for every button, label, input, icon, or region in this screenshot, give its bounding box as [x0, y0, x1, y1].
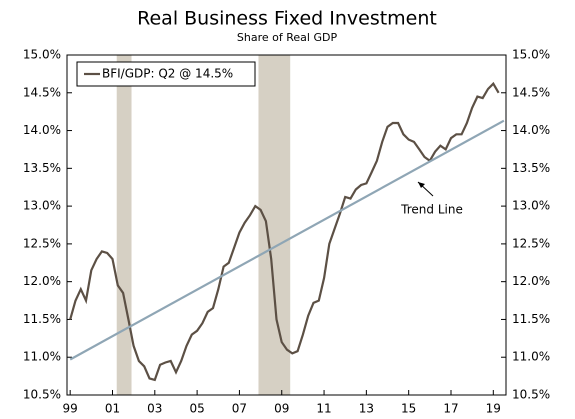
- y-tick-label: 12.5%: [23, 236, 61, 250]
- recession-band: [258, 55, 291, 395]
- plot-frame: [66, 54, 507, 396]
- y2-tick-label: 15.0%: [512, 48, 550, 62]
- legend-box: [76, 61, 256, 87]
- recession-band: [116, 55, 132, 395]
- x-tick-label: 03: [147, 402, 162, 416]
- x-tick-label: 09: [274, 402, 289, 416]
- y2-tick-label: 14.0%: [512, 123, 550, 137]
- y2-tick-label: 13.5%: [512, 161, 550, 175]
- series-line: [69, 81, 500, 382]
- y-tick-label: 12.0%: [23, 274, 61, 288]
- y-tick-label: 15.0%: [23, 48, 61, 62]
- chart-title: Real Business Fixed Investment: [137, 8, 437, 30]
- x-tick-label: 07: [232, 402, 247, 416]
- y2-tick-label: 13.0%: [512, 199, 550, 213]
- chart-subtitle: Share of Real GDP: [237, 31, 338, 44]
- y2-tick-label: 12.5%: [512, 236, 550, 250]
- x-tick-label: 11: [316, 402, 331, 416]
- x-tick-label: 05: [189, 402, 204, 416]
- y-tick-label: 11.5%: [23, 312, 61, 326]
- y-tick-label: 10.5%: [23, 388, 61, 402]
- x-tick-label: 19: [486, 402, 501, 416]
- y2-tick-label: 12.0%: [512, 274, 550, 288]
- x-tick-label: 17: [443, 402, 458, 416]
- y-tick-label: 14.5%: [23, 85, 61, 99]
- x-tick-label: 13: [359, 402, 374, 416]
- y-tick-label: 13.5%: [23, 161, 61, 175]
- y-tick-label: 14.0%: [23, 123, 61, 137]
- y-tick-label: 11.0%: [23, 350, 61, 364]
- series-line: [69, 119, 505, 361]
- x-tick-label: 99: [63, 402, 78, 416]
- y2-tick-label: 10.5%: [512, 388, 550, 402]
- y-tick-label: 13.0%: [23, 199, 61, 213]
- annotation-arrowhead: [418, 182, 425, 188]
- y2-tick-label: 11.5%: [512, 312, 550, 326]
- x-tick-label: 01: [105, 402, 120, 416]
- y2-tick-label: 14.5%: [512, 85, 550, 99]
- y2-tick-label: 11.0%: [512, 350, 550, 364]
- x-tick-label: 15: [401, 402, 416, 416]
- legend-label: BFI/GDP: Q2 @ 14.5%: [102, 67, 233, 81]
- annotation: Trend Line: [400, 203, 463, 217]
